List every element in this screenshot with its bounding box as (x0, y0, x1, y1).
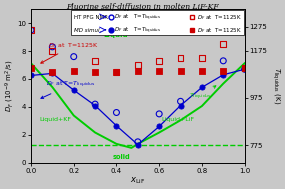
Point (93, 103, 97, 106)
Point (114, 124, 119, 127)
Text: $T_\mathrm{liquidus}$: $T_\mathrm{liquidus}$ (189, 86, 216, 102)
Point (114, 70, 119, 74)
Point (72, 55, 76, 58)
Point (157, 112, 162, 115)
Point (178, 69, 183, 72)
Y-axis label: $D_F$ (10$^{-9}$ m$^2$/s): $D_F$ (10$^{-9}$ m$^2$/s) (3, 60, 16, 112)
Point (50, 50, 55, 53)
Text: Liquid: Liquid (104, 32, 128, 38)
Text: HT PFG NMR: HT PFG NMR (74, 15, 108, 20)
Point (200, 69, 204, 72)
Point (93, 59, 97, 62)
Point (50, 70, 55, 74)
Point (136, 140, 140, 143)
Text: $D_F$ at  T=1125K: $D_F$ at T=1125K (197, 26, 242, 35)
Text: solid: solid (112, 154, 130, 160)
Point (157, 125, 162, 128)
Point (93, 70, 97, 74)
Point (178, 100, 183, 103)
Point (136, 64, 140, 67)
Text: $D_F$ at   T=$T_\mathrm{liquidus}$: $D_F$ at T=$T_\mathrm{liquidus}$ (114, 13, 162, 23)
Text: Liquid+KF: Liquid+KF (40, 117, 72, 122)
Point (136, 143, 140, 146)
Point (29, 29, 33, 32)
Text: $D_F$ at  T=1125K: $D_F$ at T=1125K (197, 13, 242, 22)
Point (29, 66, 33, 69)
Point (178, 57, 183, 60)
Point (242, 68, 247, 71)
X-axis label: $x_\mathrm{LiF}$: $x_\mathrm{LiF}$ (130, 175, 145, 186)
Point (93, 104, 97, 107)
Point (114, 111, 119, 114)
Text: MD simul.: MD simul. (74, 28, 101, 33)
Point (221, 69, 225, 72)
Point (178, 104, 183, 107)
Point (242, 66, 247, 69)
Point (50, 72, 55, 75)
Point (29, 29, 33, 32)
Point (136, 69, 140, 72)
Point (221, 73, 225, 76)
Point (157, 59, 162, 62)
Point (200, 86, 204, 89)
Point (221, 59, 225, 62)
Point (221, 43, 225, 46)
Text: $D_F$ at T=$T_\mathrm{liquidus}$: $D_F$ at T=$T_\mathrm{liquidus}$ (41, 80, 95, 98)
Point (72, 69, 76, 72)
Point (29, 74, 33, 77)
Text: Fluorine self-diffusion in molten LiF-KF: Fluorine self-diffusion in molten LiF-KF (66, 3, 219, 11)
Point (72, 89, 76, 92)
FancyBboxPatch shape (70, 10, 244, 35)
Point (114, 70, 119, 74)
Y-axis label: $T_\mathrm{liquidus}$ (K): $T_\mathrm{liquidus}$ (K) (270, 67, 282, 105)
Point (50, 45, 55, 48)
Point (242, 66, 247, 69)
Point (157, 69, 162, 72)
Text: Liquid+LiF: Liquid+LiF (161, 117, 194, 122)
Text: $D_F$ at   T=$T_\mathrm{liquidus}$: $D_F$ at T=$T_\mathrm{liquidus}$ (114, 26, 162, 36)
Point (242, 68, 247, 71)
Point (200, 57, 204, 60)
Text: $D_F$ at  T=1125K: $D_F$ at T=1125K (41, 41, 99, 63)
